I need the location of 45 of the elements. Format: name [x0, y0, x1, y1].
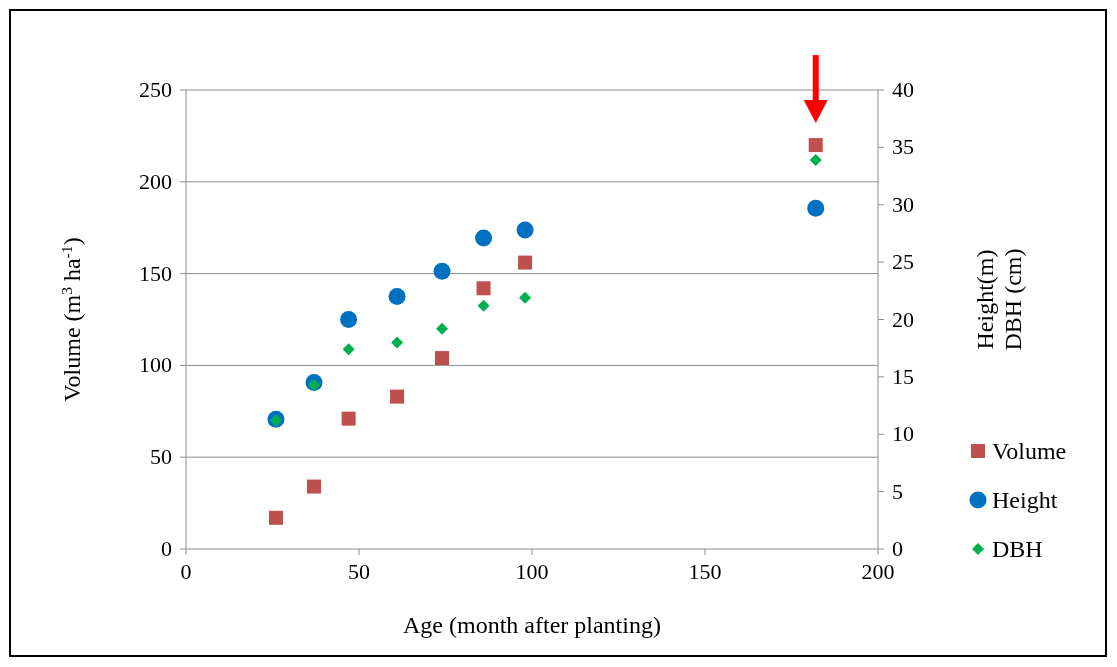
point	[807, 199, 825, 217]
x-tick-label: 100	[515, 559, 549, 584]
point	[307, 479, 322, 494]
y2-tick-label: 35	[892, 134, 914, 160]
y-tick-label: 150	[139, 260, 172, 286]
y2-tick-label: 5	[892, 478, 903, 504]
x-tick-label: 150	[688, 559, 722, 584]
y2-tick-label: 15	[892, 363, 914, 389]
point	[475, 229, 493, 247]
y2-axis-title: Height(m) DBH (cm)	[972, 248, 1026, 351]
y2-tick-label: 40	[892, 77, 914, 102]
point	[435, 351, 450, 366]
point	[341, 411, 356, 426]
point	[516, 221, 534, 239]
point	[518, 255, 533, 270]
point	[388, 288, 406, 306]
x-axis-title: Age (month after planting)	[403, 612, 661, 638]
point	[390, 389, 405, 404]
y2-tick-label: 20	[892, 306, 914, 332]
y-tick-label: 200	[139, 168, 172, 194]
legend-label: Volume	[992, 438, 1067, 464]
y2-tick-label: 25	[892, 249, 914, 275]
point	[808, 138, 823, 153]
point	[436, 322, 449, 335]
y-tick-label: 50	[150, 444, 172, 470]
x-tick-label: 50	[348, 559, 370, 584]
y-tick-label: 100	[139, 352, 172, 378]
point	[809, 154, 822, 166]
legend-label: DBH	[992, 536, 1043, 562]
x-tick-label: 200	[861, 559, 895, 584]
y-tick-label: 250	[139, 77, 172, 102]
point	[477, 299, 490, 312]
point	[433, 262, 451, 280]
x-tick-label: 0	[180, 559, 192, 584]
point	[340, 311, 358, 328]
y2-tick-label: 30	[892, 191, 914, 217]
point	[268, 510, 283, 525]
point	[342, 343, 355, 356]
point	[476, 281, 491, 296]
legend-label: Height	[992, 487, 1058, 513]
point	[519, 291, 532, 304]
y2-tick-label: 0	[892, 536, 903, 561]
point	[391, 336, 404, 349]
y2-tick-label: 10	[892, 421, 914, 447]
y-tick-label: 0	[161, 536, 172, 561]
